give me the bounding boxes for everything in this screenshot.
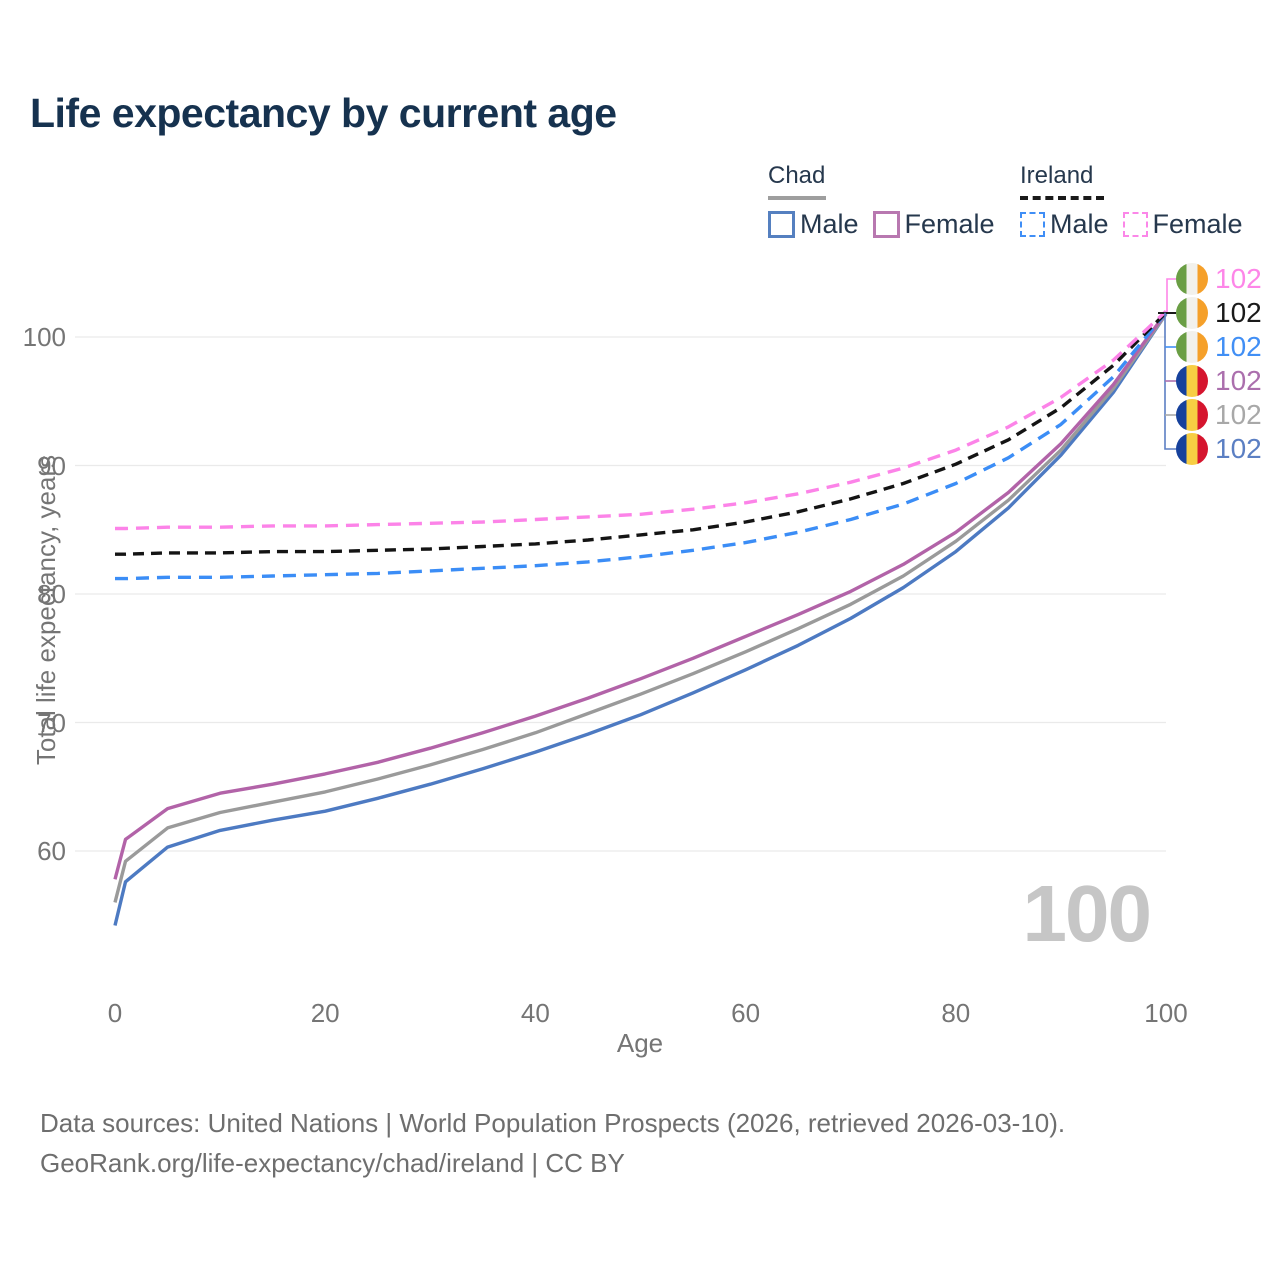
legend-item-ireland-female: Female — [1122, 209, 1243, 240]
chad-female-swatch-icon — [872, 211, 900, 238]
end-label-chad-male: 102 — [1176, 432, 1262, 466]
y-tick-label-90: 90 — [37, 450, 66, 481]
x-tick-label-0: 0 — [107, 998, 123, 1028]
chad-flag-icon — [1176, 433, 1208, 465]
ireland-male-swatch-icon — [1020, 212, 1045, 237]
y-tick-label-60: 60 — [37, 836, 66, 866]
ireland-flag-icon — [1176, 331, 1208, 363]
attribution-note: GeoRank.org/life-expectancy/chad/ireland… — [40, 1148, 625, 1178]
end-value: 102 — [1215, 297, 1262, 328]
end-label-ireland: 102 — [1176, 296, 1262, 330]
end-label-chad-female: 102 — [1176, 364, 1262, 398]
series-line-chad-female — [113, 311, 1168, 880]
series-line-chad-male — [113, 312, 1168, 926]
legend-item-ireland-male: Male — [1020, 209, 1109, 240]
series-line-ireland-female — [115, 310, 1168, 531]
end-label-chad: 102 — [1176, 398, 1262, 432]
legend-label-ireland-male: Male — [1050, 209, 1109, 239]
connector-ireland-female — [1166, 278, 1176, 313]
legend-underline-chad — [768, 196, 826, 200]
x-tick-label-40: 40 — [520, 998, 550, 1028]
legend-item-chad-female: Female — [872, 209, 995, 240]
ireland-flag-icon — [1176, 263, 1208, 295]
connector-chad-male — [1164, 312, 1176, 450]
page-title: Life expectancy by current age — [30, 90, 617, 136]
legend-country-chad: Chad — [768, 162, 826, 189]
legend-country-ireland: Ireland — [1020, 162, 1094, 189]
x-tick-label-20: 20 — [310, 998, 340, 1028]
end-value: 102 — [1215, 433, 1262, 464]
x-tick-label-100: 100 — [1144, 998, 1188, 1028]
legend-item-chad-male: Male — [768, 209, 859, 240]
x-tick-label-80: 80 — [941, 998, 971, 1028]
end-value: 102 — [1215, 331, 1262, 362]
chad-flag-icon — [1176, 399, 1208, 431]
data-sources-note: Data sources: United Nations | World Pop… — [40, 1108, 1066, 1138]
end-label-ireland-female: 102 — [1176, 262, 1262, 296]
end-value: 102 — [1215, 263, 1262, 294]
series-line-ireland-total — [115, 311, 1168, 556]
chad-male-swatch-icon — [768, 211, 795, 238]
series-line-chad-total — [113, 312, 1168, 903]
series-line-ireland-male — [115, 311, 1168, 581]
end-value: 102 — [1215, 399, 1262, 430]
y-tick-label-80: 80 — [37, 579, 66, 609]
legend-group-ireland: Ireland Male Female — [1020, 162, 1243, 240]
age-watermark: 100 — [1022, 869, 1152, 958]
x-tick-label-60: 60 — [731, 998, 761, 1028]
legend-group-chad: Chad Male Female — [768, 162, 995, 240]
ireland-female-swatch-icon — [1122, 212, 1148, 237]
y-tick-label-70: 70 — [37, 707, 66, 738]
y-tick-label-100: 100 — [22, 322, 66, 352]
end-label-ireland-male: 102 — [1176, 330, 1262, 364]
legend-label-chad-male: Male — [800, 209, 859, 239]
y-axis-title: Total life expectancy, years — [31, 454, 61, 766]
chad-flag-icon — [1176, 365, 1208, 397]
ireland-flag-icon — [1176, 297, 1208, 329]
legend-underline-ireland — [1020, 196, 1104, 200]
legend-label-chad-female: Female — [904, 209, 995, 239]
x-axis-title: Age — [616, 1028, 664, 1058]
legend-label-ireland-female: Female — [1152, 209, 1243, 239]
end-value: 102 — [1215, 365, 1262, 396]
